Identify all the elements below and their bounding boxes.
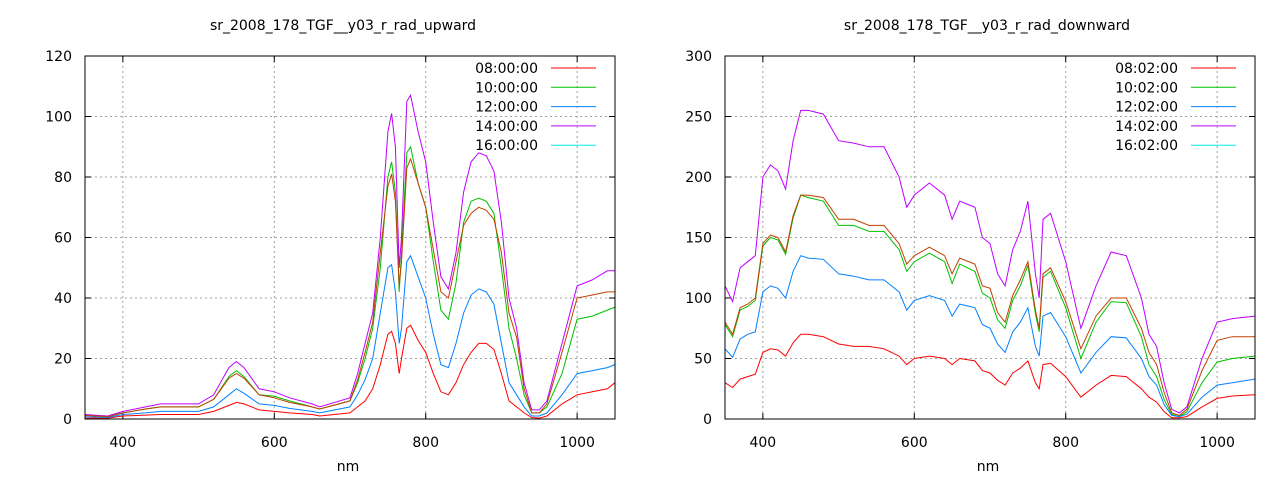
downward-chart: sr_2008_178_TGF__y03_r_rad_downward nm 0… [685, 18, 1256, 475]
x-tick-label: 600 [901, 435, 928, 451]
legend-label: 10:02:00 [1115, 80, 1178, 96]
x-axis-label: nm [977, 459, 1000, 475]
y-tick-label: 300 [685, 49, 712, 65]
series-line-080000 [85, 324, 616, 419]
series-line-080200 [724, 333, 1256, 419]
x-tick-label: 800 [412, 435, 439, 451]
y-tick-label: 100 [685, 291, 712, 307]
legend-label: 14:02:00 [1115, 119, 1178, 135]
chart-title: sr_2008_178_TGF__y03_r_rad_downward [844, 18, 1130, 34]
series-line-100200 [724, 194, 1256, 418]
y-tick-label: 60 [54, 231, 72, 247]
y-tick-label: 80 [54, 170, 72, 186]
y-tick-label: 120 [45, 49, 72, 65]
series-line-160200 [724, 194, 1255, 416]
series-line-120000 [84, 254, 616, 419]
legend-label: 10:00:00 [475, 80, 538, 96]
y-tick-label: 0 [703, 412, 712, 428]
plot-frame [724, 55, 1256, 420]
series-line-100000 [84, 145, 616, 418]
x-tick-label: 600 [261, 435, 288, 451]
legend-label: 12:02:00 [1115, 100, 1178, 116]
plot-frame [84, 55, 616, 420]
chart-title: sr_2008_178_TGF__y03_r_rad_upward [210, 18, 476, 34]
legend-label: 16:00:00 [475, 138, 538, 154]
legend: 08:00:00 10:00:00 12:00:00 14:00:00 16:00:00 [475, 61, 596, 154]
x-tick-label: 1000 [559, 435, 595, 451]
x-tick-label: 400 [749, 435, 776, 451]
legend-label: 08:02:00 [1115, 61, 1178, 77]
y-tick-label: 40 [54, 291, 72, 307]
series-line-160000 [84, 157, 615, 418]
legend-label: 08:00:00 [475, 61, 538, 77]
legend: 08:02:00 10:02:00 12:02:00 14:02:00 16:02:00 [1115, 61, 1236, 154]
y-tick-label: 200 [685, 170, 712, 186]
x-tick-label: 1000 [1199, 435, 1235, 451]
series-line-140200 [724, 109, 1256, 414]
legend-label: 12:00:00 [475, 100, 538, 116]
legend-label: 16:02:00 [1115, 138, 1178, 154]
y-tick-label: 20 [54, 352, 72, 368]
x-tick-label: 800 [1052, 435, 1079, 451]
y-tick-label: 100 [45, 110, 72, 126]
x-tick-label: 400 [109, 435, 136, 451]
y-tick-label: 250 [685, 110, 712, 126]
series-line-140000 [84, 93, 615, 417]
y-tick-label: 0 [63, 412, 72, 428]
y-tick-label: 150 [685, 231, 712, 247]
legend-label: 14:00:00 [475, 119, 538, 135]
series-line-120200 [724, 255, 1256, 418]
upward-chart: sr_2008_178_TGF__y03_r_rad_upward nm 0 20… [45, 18, 616, 475]
y-tick-label: 50 [694, 352, 712, 368]
x-axis-label: nm [337, 459, 360, 475]
